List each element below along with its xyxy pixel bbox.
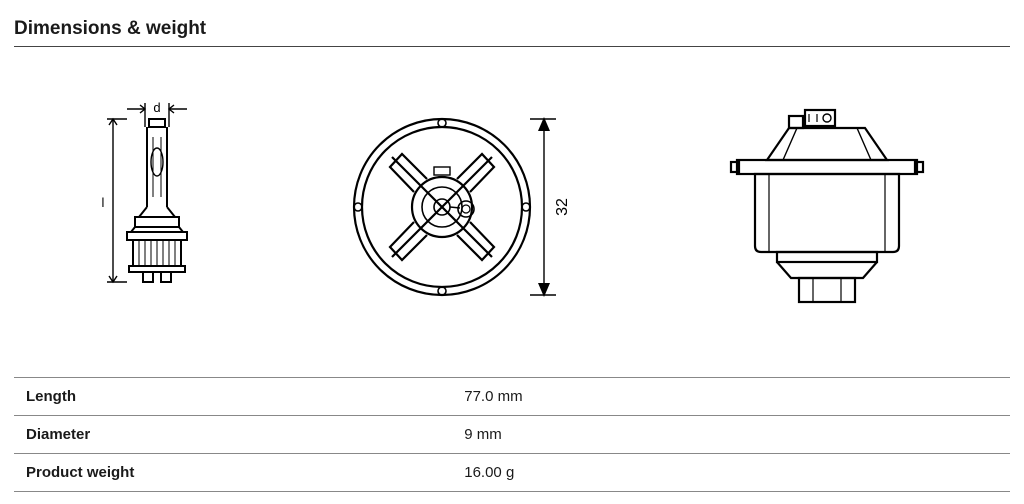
svg-text:d: d bbox=[153, 100, 160, 115]
table-row: Product weight16.00 g bbox=[14, 454, 1010, 492]
spec-value: 77.0 mm bbox=[452, 378, 1010, 416]
table-row: Length77.0 mm bbox=[14, 378, 1010, 416]
table-row: Diameter9 mm bbox=[14, 416, 1010, 454]
spec-table: Length77.0 mmDiameter9 mmProduct weight1… bbox=[14, 377, 1010, 492]
front-view-diagram: 32 bbox=[332, 97, 612, 317]
svg-text:l: l bbox=[101, 195, 104, 210]
top-view-diagram bbox=[717, 102, 937, 312]
top-view-svg bbox=[717, 102, 937, 312]
side-view-diagram: d bbox=[87, 97, 227, 317]
diagram-row: d bbox=[14, 77, 1010, 337]
spec-label: Length bbox=[14, 378, 452, 416]
svg-text:32: 32 bbox=[554, 198, 571, 216]
spec-value: 9 mm bbox=[452, 416, 1010, 454]
spec-label: Diameter bbox=[14, 416, 452, 454]
section-title: Dimensions & weight bbox=[14, 18, 1010, 47]
spec-label: Product weight bbox=[14, 454, 452, 492]
front-view-svg: 32 bbox=[332, 97, 612, 317]
side-view-svg: d bbox=[87, 97, 227, 317]
spec-value: 16.00 g bbox=[452, 454, 1010, 492]
